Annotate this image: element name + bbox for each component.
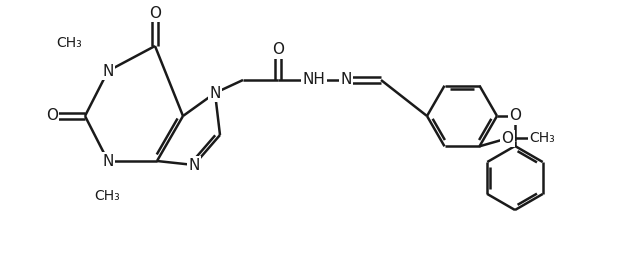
Text: O: O — [46, 109, 58, 124]
Text: O: O — [502, 131, 513, 146]
Text: O: O — [272, 43, 284, 58]
Text: NH: NH — [303, 73, 325, 87]
Text: CH₃: CH₃ — [529, 131, 556, 145]
Text: N: N — [340, 73, 352, 87]
Text: N: N — [102, 64, 114, 79]
Text: N: N — [209, 85, 221, 100]
Text: CH₃: CH₃ — [94, 189, 120, 203]
Text: N: N — [102, 154, 114, 169]
Text: CH₃: CH₃ — [56, 36, 82, 50]
Text: N: N — [188, 158, 200, 173]
Text: O: O — [149, 6, 161, 20]
Text: O: O — [509, 109, 521, 124]
